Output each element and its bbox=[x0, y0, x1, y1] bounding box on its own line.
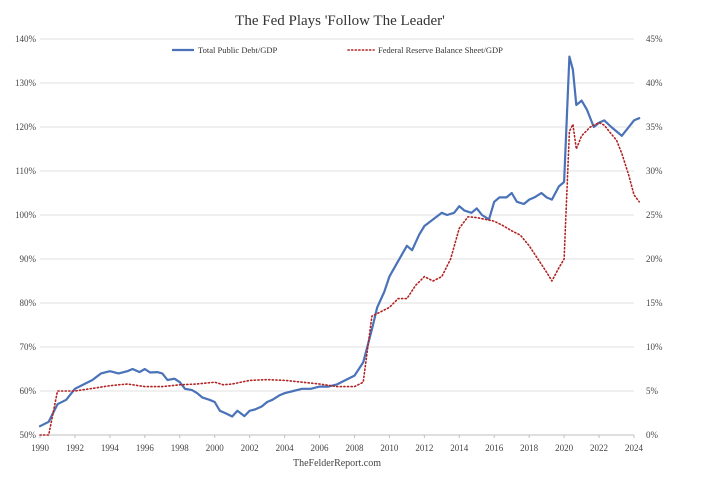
legend-label-fed: Federal Reserve Balance Sheet/GDP bbox=[378, 45, 503, 55]
x-axis: 1990 1992 1994 1996 1998 2000 2002 2004 2006 2008… bbox=[31, 434, 644, 453]
left-axis: 50% 60% 70% 80% 90% 100% 110% 120% 130% 140% bbox=[15, 34, 37, 440]
x-tick-label: 1996 bbox=[136, 443, 155, 453]
x-tick-label: 2014 bbox=[450, 443, 469, 453]
y-right-tick-label: 5% bbox=[646, 386, 659, 396]
legend: Total Public Debt/GDP Federal Reserve Ba… bbox=[172, 45, 503, 55]
x-tick-label: 2008 bbox=[345, 443, 364, 453]
y-right-tick-label: 10% bbox=[646, 342, 663, 352]
x-tick-label: 2010 bbox=[380, 443, 399, 453]
y-left-tick-label: 50% bbox=[20, 430, 37, 440]
grid-lines bbox=[40, 38, 634, 436]
y-left-tick-label: 110% bbox=[15, 166, 36, 176]
y-right-tick-label: 30% bbox=[646, 166, 663, 176]
series-line-debt bbox=[38, 55, 641, 428]
x-tick-label: 1994 bbox=[101, 443, 120, 453]
y-right-tick-label: 0% bbox=[646, 430, 659, 440]
legend-label-debt: Total Public Debt/GDP bbox=[198, 45, 277, 55]
y-left-tick-label: 90% bbox=[20, 254, 37, 264]
x-tick-label: 2004 bbox=[276, 443, 295, 453]
x-tick-label: 2016 bbox=[485, 443, 504, 453]
y-right-tick-label: 25% bbox=[646, 210, 663, 220]
x-tick-label: 2022 bbox=[590, 443, 608, 453]
x-tick-label: 2012 bbox=[415, 443, 433, 453]
x-tick-label: 1992 bbox=[66, 443, 84, 453]
y-left-tick-label: 80% bbox=[20, 298, 37, 308]
right-axis: 0% 5% 10% 15% 20% 25% 30% 35% 40% 45% bbox=[646, 34, 663, 440]
x-tick-label: 2024 bbox=[625, 443, 644, 453]
series-line-fed bbox=[39, 121, 641, 436]
x-tick-label: 2006 bbox=[311, 443, 330, 453]
x-tick-label: 2002 bbox=[241, 443, 259, 453]
y-left-tick-label: 60% bbox=[20, 386, 37, 396]
y-right-tick-label: 45% bbox=[646, 34, 663, 44]
x-tick-label: 2018 bbox=[520, 443, 539, 453]
x-tick-label: 2000 bbox=[206, 443, 225, 453]
y-right-tick-label: 20% bbox=[646, 254, 663, 264]
x-tick-label: 2020 bbox=[555, 443, 574, 453]
y-right-tick-label: 40% bbox=[646, 78, 663, 88]
source-label: TheFelderReport.com bbox=[293, 458, 381, 469]
y-left-tick-label: 140% bbox=[15, 34, 37, 44]
y-right-tick-label: 15% bbox=[646, 298, 663, 308]
series-lines bbox=[38, 55, 641, 436]
y-left-tick-label: 120% bbox=[15, 122, 37, 132]
x-tick-label: 1990 bbox=[31, 443, 50, 453]
y-left-tick-label: 130% bbox=[15, 78, 37, 88]
y-left-tick-label: 100% bbox=[15, 210, 37, 220]
y-left-tick-label: 70% bbox=[20, 342, 37, 352]
y-right-tick-label: 35% bbox=[646, 122, 663, 132]
x-tick-label: 1998 bbox=[171, 443, 190, 453]
chart-title: The Fed Plays 'Follow The Leader' bbox=[235, 13, 445, 29]
